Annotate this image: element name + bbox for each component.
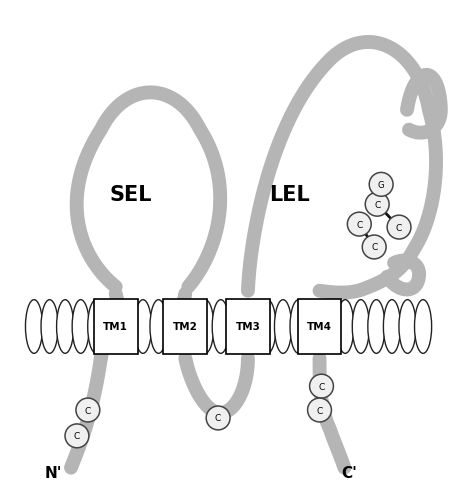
Text: C: C xyxy=(374,200,380,209)
FancyBboxPatch shape xyxy=(94,299,137,355)
FancyBboxPatch shape xyxy=(298,299,341,355)
Text: C: C xyxy=(371,243,377,252)
Ellipse shape xyxy=(337,300,354,354)
Ellipse shape xyxy=(259,300,276,354)
Ellipse shape xyxy=(399,300,416,354)
Circle shape xyxy=(347,213,371,237)
Ellipse shape xyxy=(103,300,120,354)
Ellipse shape xyxy=(383,300,401,354)
Text: N': N' xyxy=(45,465,62,480)
Circle shape xyxy=(310,375,333,398)
Circle shape xyxy=(76,398,100,422)
Text: TM2: TM2 xyxy=(173,322,198,332)
Ellipse shape xyxy=(150,300,167,354)
Circle shape xyxy=(369,173,393,197)
Text: G: G xyxy=(378,181,384,189)
Text: C: C xyxy=(74,431,80,440)
Ellipse shape xyxy=(181,300,198,354)
Text: TM3: TM3 xyxy=(236,322,260,332)
Text: SEL: SEL xyxy=(109,185,152,205)
Text: C: C xyxy=(316,406,323,415)
Ellipse shape xyxy=(243,300,260,354)
Ellipse shape xyxy=(26,300,43,354)
Ellipse shape xyxy=(368,300,385,354)
Ellipse shape xyxy=(274,300,292,354)
Text: TM1: TM1 xyxy=(103,322,128,332)
Ellipse shape xyxy=(165,300,182,354)
Text: TM4: TM4 xyxy=(307,322,332,332)
Circle shape xyxy=(365,193,389,217)
Ellipse shape xyxy=(72,300,89,354)
Text: C: C xyxy=(319,382,325,391)
Text: C: C xyxy=(396,223,402,232)
Text: C: C xyxy=(356,220,363,229)
Ellipse shape xyxy=(88,300,105,354)
Circle shape xyxy=(308,398,331,422)
Text: C': C' xyxy=(341,465,357,480)
Text: C: C xyxy=(215,414,221,423)
Ellipse shape xyxy=(197,300,214,354)
Circle shape xyxy=(362,236,386,259)
FancyBboxPatch shape xyxy=(164,299,207,355)
Circle shape xyxy=(65,424,89,448)
Circle shape xyxy=(206,406,230,430)
Text: C: C xyxy=(85,406,91,415)
Ellipse shape xyxy=(212,300,229,354)
Ellipse shape xyxy=(306,300,323,354)
Ellipse shape xyxy=(321,300,338,354)
FancyBboxPatch shape xyxy=(226,299,270,355)
Ellipse shape xyxy=(41,300,58,354)
Ellipse shape xyxy=(352,300,369,354)
Ellipse shape xyxy=(119,300,136,354)
Ellipse shape xyxy=(290,300,307,354)
Text: LEL: LEL xyxy=(269,185,310,205)
Ellipse shape xyxy=(56,300,73,354)
Circle shape xyxy=(387,216,411,240)
Ellipse shape xyxy=(228,300,245,354)
Ellipse shape xyxy=(415,300,432,354)
Ellipse shape xyxy=(135,300,152,354)
